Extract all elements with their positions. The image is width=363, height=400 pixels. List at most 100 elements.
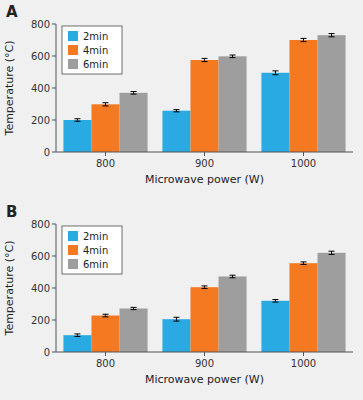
panel: B02004006008008009001000Microwave power …: [3, 203, 353, 386]
error-cap: [74, 118, 80, 119]
y-axis-label: Temperature (°C): [3, 41, 16, 137]
error-bar: [74, 334, 80, 337]
panel: A02004006008008009001000Microwave power …: [3, 3, 353, 186]
error-bar: [173, 110, 179, 112]
error-line: [176, 317, 177, 321]
error-cap: [202, 285, 208, 286]
error-bar: [131, 92, 137, 95]
error-bar: [103, 103, 109, 106]
legend-label: 4min: [83, 245, 108, 256]
error-cap: [272, 302, 278, 303]
legend-swatch: [68, 59, 78, 69]
error-cap: [301, 38, 307, 39]
y-tick-label: 800: [31, 19, 50, 30]
error-cap: [329, 251, 335, 252]
y-tick: [52, 24, 56, 25]
bar: [289, 40, 317, 152]
bar: [318, 35, 346, 152]
error-bar: [202, 286, 208, 289]
error-cap: [103, 316, 109, 317]
error-cap: [173, 111, 179, 112]
y-tick-label: 0: [44, 347, 50, 358]
x-tick-label: 900: [195, 358, 214, 369]
background: [0, 0, 363, 400]
error-bar: [272, 71, 278, 75]
x-tick: [204, 352, 205, 356]
error-cap: [103, 105, 109, 106]
error-cap: [329, 33, 335, 34]
error-cap: [272, 299, 278, 300]
legend: 2min4min6min: [62, 26, 122, 74]
error-cap: [272, 70, 278, 71]
bar: [120, 93, 148, 152]
error-cap: [301, 264, 307, 265]
legend-label: 6min: [83, 259, 108, 270]
bar: [63, 335, 91, 352]
error-bar: [230, 55, 236, 58]
x-tick: [105, 352, 106, 356]
y-tick: [52, 352, 56, 353]
error-bar: [74, 119, 80, 122]
error-cap: [202, 288, 208, 289]
y-axis-label: Temperature (°C): [3, 241, 16, 337]
legend-label: 2min: [83, 31, 108, 42]
error-cap: [329, 36, 335, 37]
y-tick: [52, 88, 56, 89]
bars: [63, 251, 345, 352]
error-cap: [301, 41, 307, 42]
y-tick-label: 200: [31, 315, 50, 326]
y-tick: [52, 224, 56, 225]
bar: [318, 253, 346, 352]
error-cap: [230, 55, 236, 56]
error-cap: [131, 91, 137, 92]
bar: [261, 301, 289, 352]
error-bar: [301, 38, 307, 41]
error-bar: [173, 317, 179, 321]
legend: 2min 4min 6min: [62, 226, 122, 274]
y-axis: [56, 224, 57, 352]
y-axis: [56, 24, 57, 152]
error-bar: [103, 314, 109, 317]
bar: [63, 120, 91, 152]
error-bar: [329, 34, 335, 37]
panel-label: A: [6, 3, 18, 21]
legend-swatch: [68, 31, 78, 41]
legend-frame: [62, 26, 122, 74]
y-tick-label: 0: [44, 147, 50, 158]
error-bar: [131, 307, 137, 309]
error-cap: [74, 121, 80, 122]
error-cap: [74, 336, 80, 337]
bar: [219, 56, 247, 152]
legend-frame: [62, 226, 122, 274]
bar: [162, 319, 190, 352]
bar: [91, 316, 119, 352]
x-tick-label: 900: [195, 158, 214, 169]
y-tick-label: 600: [31, 251, 50, 262]
error-bar: [329, 251, 335, 254]
error-cap: [131, 307, 137, 308]
error-cap: [173, 109, 179, 110]
error-cap: [301, 261, 307, 262]
y-tick: [52, 152, 56, 153]
y-tick: [52, 120, 56, 121]
legend-swatch: [68, 231, 78, 241]
error-bar: [230, 275, 236, 278]
bar: [261, 73, 289, 152]
legend-label: 4min: [83, 45, 108, 56]
x-tick: [204, 152, 205, 156]
legend-swatch: [68, 259, 78, 269]
legend-label: 2min: [83, 231, 108, 242]
x-axis-label: Microwave power (W): [145, 173, 264, 186]
error-cap: [131, 94, 137, 95]
error-cap: [74, 333, 80, 334]
error-cap: [103, 314, 109, 315]
error-cap: [202, 61, 208, 62]
x-tick-label: 800: [96, 158, 115, 169]
error-line: [275, 71, 276, 75]
error-cap: [230, 57, 236, 58]
panel-label: B: [6, 203, 17, 221]
x-tick: [303, 352, 304, 356]
bar: [190, 287, 218, 352]
bar: [120, 308, 148, 352]
error-cap: [230, 275, 236, 276]
